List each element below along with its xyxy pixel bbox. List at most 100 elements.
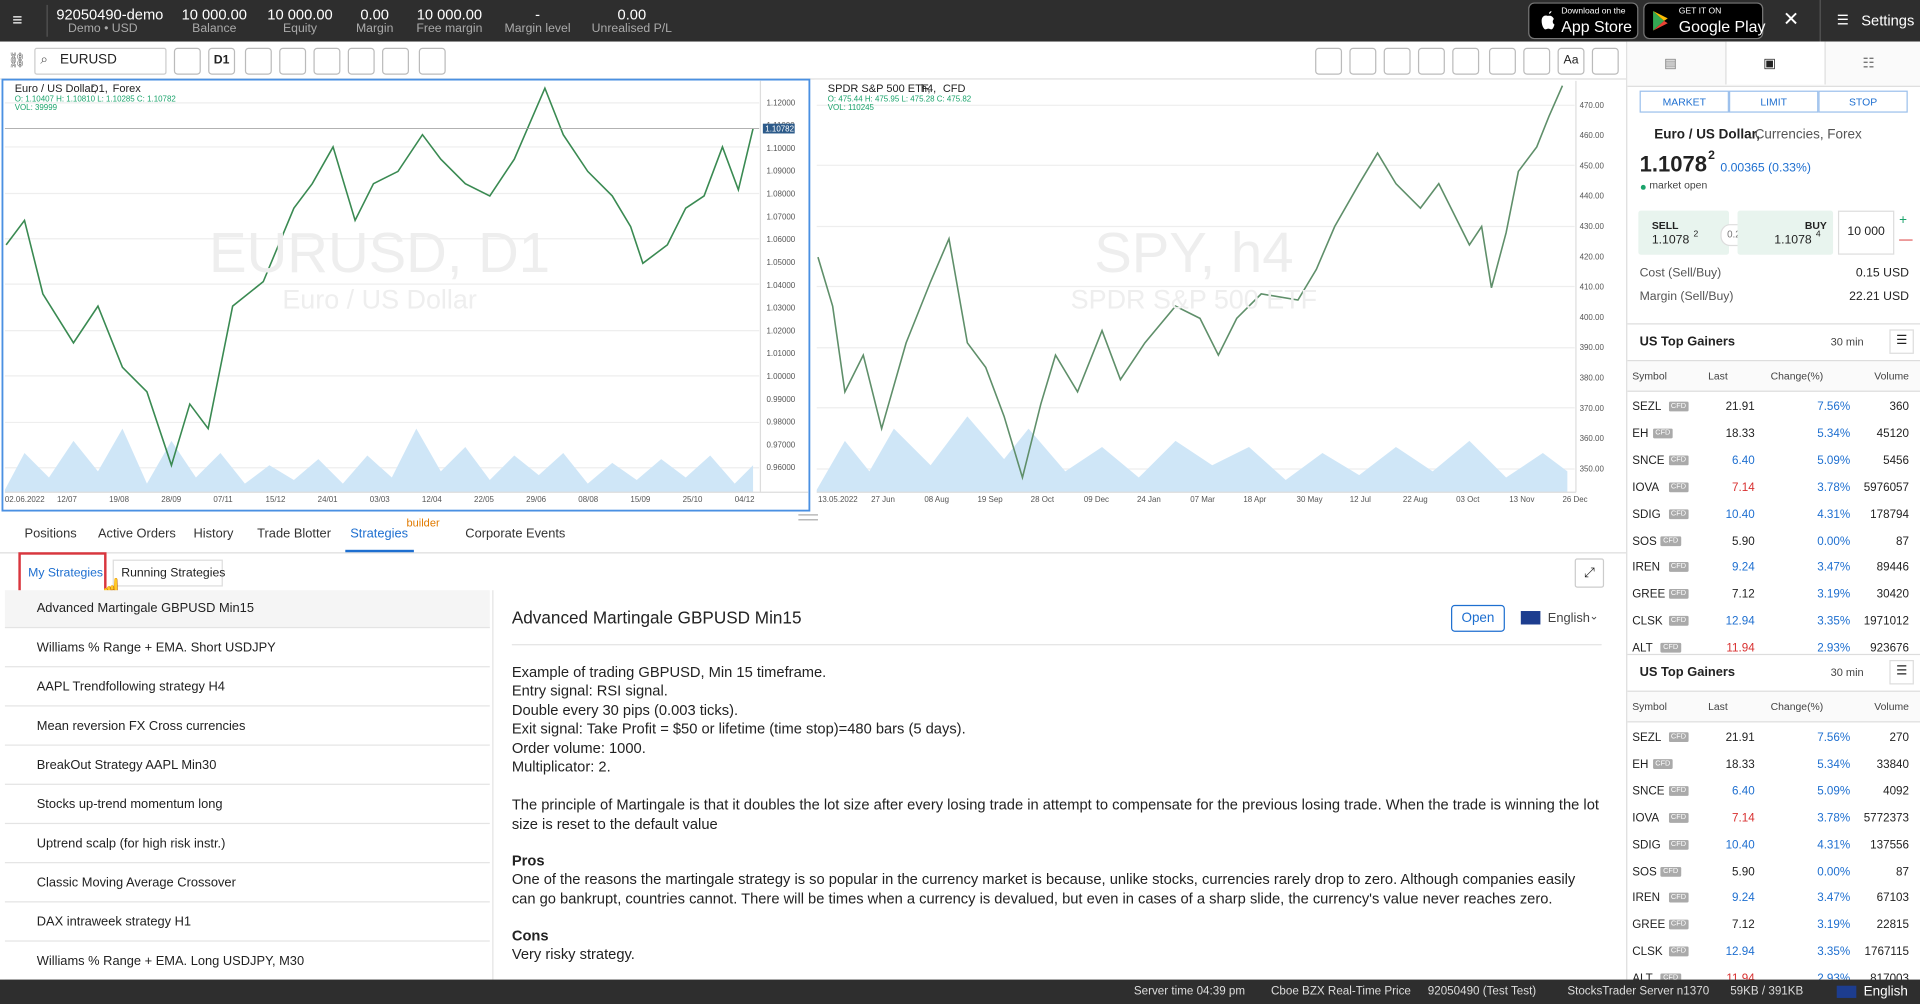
volume-input[interactable]: 10 000 [1837, 210, 1895, 255]
symbol[interactable]: SEZL [1632, 400, 1662, 414]
tab[interactable]: Positions [24, 526, 77, 542]
volume-plus[interactable]: + [1899, 213, 1908, 228]
order-type[interactable]: MARKET [1639, 90, 1729, 113]
search-box[interactable]: ⌕ EURUSD [34, 47, 167, 75]
brush-tool[interactable] [1591, 47, 1619, 75]
column-header[interactable]: Last [1708, 700, 1728, 713]
text-tool[interactable]: Aa [1557, 47, 1585, 75]
column-header[interactable]: Change(%) [1770, 700, 1824, 713]
google-play-button[interactable]: GET IT ON Google Play [1643, 2, 1766, 40]
order-type[interactable]: STOP [1818, 90, 1908, 113]
layout-button[interactable] [173, 47, 201, 75]
templates-button[interactable] [347, 47, 375, 75]
strategy-item[interactable]: Uptrend scalp (for high risk instr.) [4, 825, 490, 864]
buy-box[interactable] [1737, 210, 1834, 255]
symbol[interactable]: CLSK [1632, 945, 1663, 960]
symbol[interactable]: GREE [1632, 918, 1666, 933]
symbol[interactable]: IOVA [1632, 811, 1660, 825]
symbol[interactable]: EH [1632, 757, 1649, 772]
table-title[interactable]: US Top Gainers [1639, 664, 1736, 680]
symbol[interactable]: SNCE [1632, 784, 1665, 799]
symbol[interactable]: IOVA [1632, 480, 1660, 495]
settings[interactable]: Settings [1861, 12, 1915, 30]
symbol[interactable]: SDIG [1632, 507, 1661, 522]
volume-minus[interactable]: — [1899, 232, 1913, 248]
symbol[interactable]: SEZL [1632, 731, 1662, 745]
settings-icon[interactable]: ☰ [1836, 13, 1849, 29]
symbol[interactable]: IREN [1632, 561, 1661, 575]
panel-tab[interactable]: ▤ [1664, 56, 1677, 72]
column-header[interactable]: Volume [1874, 700, 1909, 713]
symbol[interactable]: CLSK [1632, 614, 1663, 629]
tab[interactable]: Corporate Events [465, 526, 566, 542]
tab[interactable]: History [193, 526, 234, 542]
column-header[interactable]: Symbol [1632, 700, 1667, 713]
strategy-item[interactable]: Advanced Martingale GBPUSD Min15 [4, 590, 490, 629]
strategy-item[interactable]: Classic Moving Average Crossover [4, 864, 490, 903]
traffic: 59KB / 391KB [1730, 984, 1804, 998]
symbol[interactable]: SNCE [1632, 454, 1665, 468]
fib-tool[interactable] [1383, 47, 1411, 75]
strategy-item[interactable]: AAPL Trendfollowing strategy H4 [4, 669, 490, 707]
sell-box[interactable] [1638, 210, 1729, 255]
open-button[interactable]: Open [1451, 604, 1505, 632]
table-menu[interactable]: ☰ [1889, 660, 1914, 685]
fullscreen-button[interactable] [382, 47, 409, 75]
column-header[interactable]: Change(%) [1770, 369, 1824, 383]
expand-button[interactable]: ⤢ [1574, 558, 1605, 588]
column-header[interactable]: Volume [1874, 369, 1909, 383]
language-select[interactable]: English [1547, 611, 1590, 626]
symbol[interactable]: IREN [1632, 891, 1661, 906]
panel-tab-active[interactable]: ▣ [1725, 41, 1826, 85]
column-header[interactable]: Symbol [1632, 369, 1667, 383]
tab[interactable]: Strategies [350, 526, 409, 542]
wave-tool[interactable] [1452, 47, 1480, 75]
symbol[interactable]: EH [1632, 427, 1649, 441]
symbol[interactable]: SOS [1632, 534, 1657, 548]
indicators-button[interactable] [313, 47, 341, 75]
arrow-tool[interactable] [1523, 47, 1551, 75]
strategy-item[interactable]: DAX intraweek strategy H1 [4, 904, 490, 942]
subtab[interactable]: Running Strategies [112, 559, 225, 587]
strategy-item[interactable]: Williams % Range + EMA. Short USDJPY [4, 629, 490, 668]
order-type[interactable]: LIMIT [1728, 90, 1819, 113]
trend-tool[interactable] [1349, 47, 1377, 75]
tab[interactable]: Trade Blotter [257, 526, 331, 542]
table-period[interactable]: 30 min [1830, 335, 1864, 348]
chart-type-button[interactable] [244, 47, 272, 75]
strategy-item[interactable]: Stocks up-trend momentum long [4, 786, 490, 825]
cfd-badge: CFD [1660, 642, 1681, 653]
compare-button[interactable] [279, 47, 307, 75]
table-period[interactable]: 30 min [1830, 666, 1864, 679]
strategy-item[interactable]: Mean reversion FX Cross currencies [4, 708, 490, 746]
tab[interactable]: Active Orders [97, 526, 176, 542]
change: 0.00% [1817, 865, 1851, 879]
flag [1520, 611, 1541, 625]
status-language[interactable]: English [1863, 984, 1908, 1000]
close-icon[interactable]: ✕ [1782, 9, 1800, 31]
strategy-item[interactable]: Williams % Range + EMA. Long USDJPY, M30 [4, 943, 490, 981]
lines-tool[interactable] [1417, 47, 1445, 75]
timeframe-button[interactable]: D1 [208, 47, 236, 75]
link-icon[interactable]: ⛓ [7, 51, 27, 69]
symbol[interactable]: SOS [1632, 865, 1657, 879]
splitter[interactable] [798, 514, 818, 521]
strategy-item[interactable]: BreakOut Strategy AAPL Min30 [4, 747, 490, 785]
table-menu[interactable]: ☰ [1889, 329, 1914, 354]
chart-settings-button[interactable] [418, 47, 446, 75]
tab-badge: builder [406, 516, 440, 529]
symbol[interactable]: ALT [1632, 972, 1653, 981]
column-header[interactable]: Last [1708, 369, 1728, 383]
table-title[interactable]: US Top Gainers [1639, 334, 1736, 349]
panel-tab[interactable]: ☷ [1862, 56, 1875, 72]
menu-icon[interactable]: ≡ [12, 9, 23, 30]
symbol[interactable]: SDIG [1632, 838, 1661, 852]
change: 7.56% [1817, 400, 1851, 414]
app-store-button[interactable]: Download on the App Store [1528, 2, 1639, 40]
symbol[interactable]: ALT [1632, 641, 1653, 656]
account[interactable]: 92050490-demo [56, 6, 164, 24]
symbol[interactable]: GREE [1632, 588, 1666, 602]
crosshair-tool[interactable] [1315, 47, 1343, 75]
shape-tool[interactable] [1488, 47, 1516, 75]
subtab[interactable]: My Strategies [28, 566, 104, 581]
